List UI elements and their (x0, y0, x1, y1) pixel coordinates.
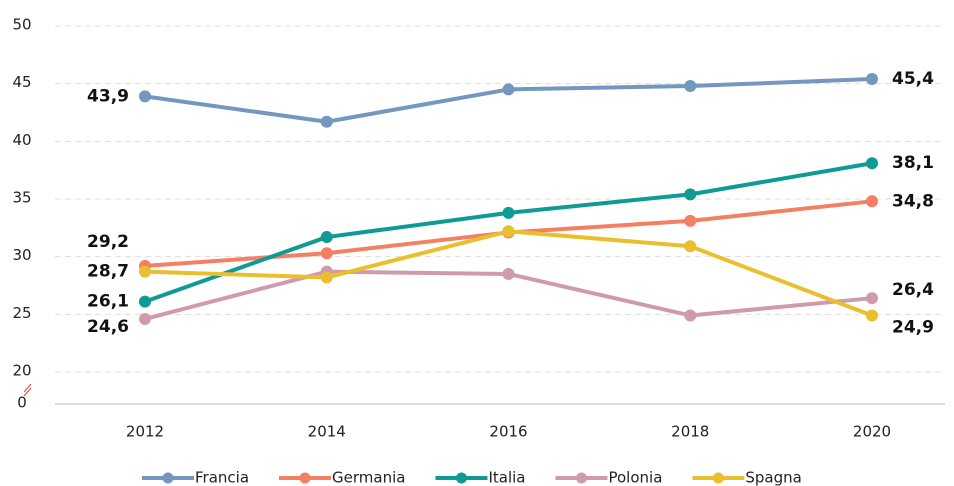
x-tick-label: 2020 (853, 423, 891, 441)
data-point (866, 195, 878, 208)
legend-label: Francia (195, 469, 249, 486)
data-point (684, 188, 697, 201)
data-label: 38,1 (892, 153, 934, 173)
legend-marker (575, 472, 587, 484)
data-point (502, 267, 515, 280)
data-label: 29,2 (87, 232, 129, 252)
data-point (320, 247, 333, 260)
y-tick-label: 25 (12, 304, 31, 322)
x-tick-label: 2016 (489, 423, 527, 441)
data-label: 24,6 (87, 317, 129, 337)
data-label: 28,7 (87, 262, 129, 282)
data-point (139, 265, 151, 278)
legend-marker (455, 472, 467, 484)
legend-marker (299, 472, 311, 484)
legend-marker (712, 472, 724, 484)
data-label: 24,9 (892, 317, 934, 337)
data-point (684, 240, 697, 253)
data-point (320, 271, 333, 284)
data-label: 45,4 (892, 69, 934, 89)
legend-label: Germania (332, 469, 405, 486)
data-point (139, 90, 151, 103)
data-point (684, 309, 697, 322)
x-tick-label: 2012 (126, 423, 164, 441)
data-point (866, 73, 878, 86)
y-tick-label: 35 (12, 189, 31, 207)
data-label: 26,1 (87, 292, 129, 312)
y-tick-label: 20 (12, 362, 31, 380)
x-tick-label: 2018 (671, 423, 709, 441)
y-tick-label: 40 (12, 131, 31, 149)
data-point (139, 295, 151, 308)
legend-label: Spagna (745, 469, 801, 486)
data-point (502, 83, 515, 96)
legend-label: Polonia (608, 469, 662, 486)
data-point (139, 312, 151, 325)
data-point (684, 214, 697, 227)
legend-marker (162, 472, 174, 484)
data-point (684, 79, 697, 92)
y-tick-label: 0 (17, 394, 27, 412)
data-point (866, 157, 878, 170)
x-tick-label: 2014 (308, 423, 346, 441)
y-tick-label: 30 (12, 246, 31, 264)
data-point (320, 115, 333, 128)
axis-break (23, 383, 32, 397)
legend-label: Italia (488, 469, 525, 486)
data-label: 34,8 (892, 191, 934, 211)
y-tick-label: 50 (12, 16, 31, 34)
data-label: 43,9 (87, 86, 129, 106)
data-label: 26,4 (892, 280, 934, 300)
y-tick-label: 45 (12, 73, 31, 91)
data-point (866, 309, 878, 322)
data-point (502, 206, 515, 219)
data-point (866, 292, 878, 305)
data-point (502, 225, 515, 238)
data-point (320, 231, 333, 244)
